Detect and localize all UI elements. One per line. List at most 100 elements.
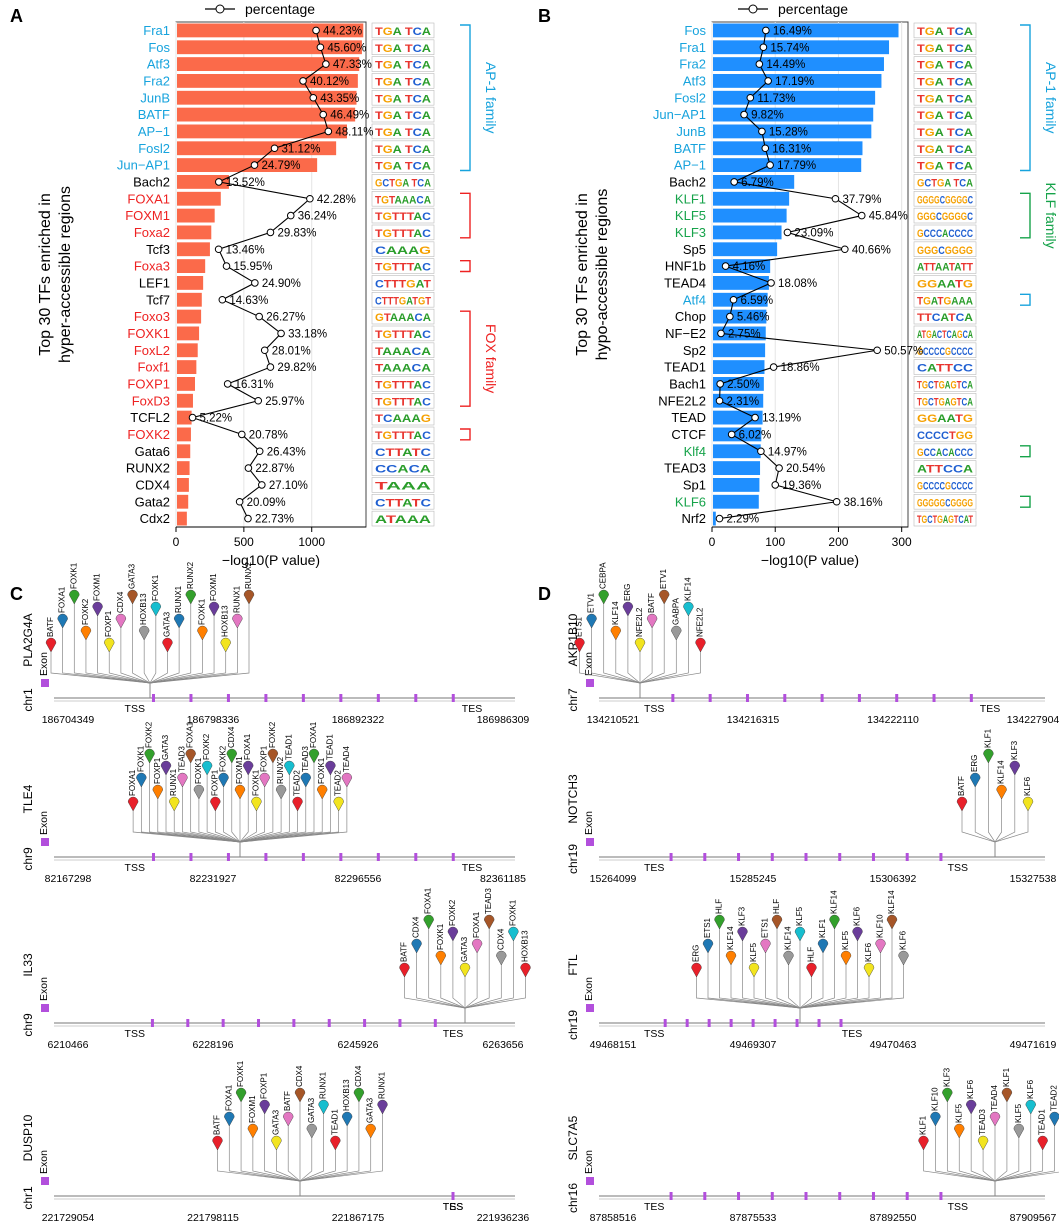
- motif-base: T: [375, 211, 383, 223]
- motif-base: C: [923, 480, 929, 492]
- motif-box: [913, 123, 977, 140]
- pin-label: GATA3: [366, 1097, 375, 1123]
- motif-base: A: [932, 329, 937, 341]
- motif-logo: TGTTTAC: [375, 379, 431, 391]
- motif-base: A: [392, 363, 402, 375]
- motif-base: C: [967, 480, 973, 492]
- motif-logo: TGA TCA: [375, 93, 431, 105]
- pin-label: TEAD3: [301, 746, 310, 772]
- exon-mark: [871, 1192, 875, 1200]
- exon-mark: [226, 694, 230, 702]
- x-axis-title: −log10(P value): [761, 552, 859, 568]
- motif-base: T: [917, 379, 922, 391]
- motif-base: T: [386, 514, 397, 526]
- panel-letter-d: D: [538, 584, 551, 604]
- pin-label: RUNX1: [232, 585, 241, 613]
- pin-label: TEAD1: [284, 734, 293, 760]
- motif-base: A: [935, 26, 944, 38]
- motif-box: [371, 39, 435, 55]
- motif-base: C: [942, 447, 948, 459]
- pin-marker: [1025, 1099, 1036, 1115]
- motif-base: A: [936, 447, 942, 459]
- motif-box: [371, 409, 435, 426]
- pin-marker: [942, 1087, 953, 1103]
- percentage-label: 37.79%: [842, 194, 881, 206]
- chromosome-label: chr19: [566, 1010, 580, 1040]
- motif-box: [913, 157, 977, 173]
- bar: [177, 377, 195, 391]
- motif-base: T: [405, 76, 413, 88]
- motif-base: C: [413, 110, 422, 122]
- percentage-label: 28.01%: [272, 345, 311, 357]
- percentage-point: [729, 295, 738, 304]
- pin-label: CDX4: [295, 1065, 304, 1087]
- x-axis-title: −log10(P value): [222, 552, 320, 568]
- percentage-point: [312, 26, 320, 35]
- motif-base: T: [375, 127, 383, 139]
- pin-stem: [143, 639, 151, 698]
- pin-label: KLF14: [997, 760, 1006, 784]
- motif-base: A: [413, 262, 422, 274]
- percentage-point: [755, 60, 764, 68]
- pin-stem: [264, 1113, 301, 1196]
- pin-label: RUNX2: [244, 561, 253, 589]
- exon-mark: [327, 1019, 331, 1027]
- motif-base: A: [406, 295, 413, 307]
- motif-base: C: [382, 177, 389, 189]
- percentage-label: 20.54%: [786, 463, 825, 475]
- motif-base: C: [956, 346, 962, 358]
- percentage-point: [726, 312, 734, 321]
- pin-stem: [799, 976, 812, 1023]
- motif-base: T: [926, 464, 935, 476]
- pin-label: HOXB13: [521, 930, 530, 962]
- motif-base: C: [937, 329, 942, 341]
- motif-base: C: [948, 228, 954, 240]
- motif-base: A: [935, 60, 944, 72]
- motif-base: G: [382, 211, 391, 223]
- motif-base: G: [962, 194, 968, 206]
- motif-logo: TGA TCA: [375, 26, 431, 38]
- pin-marker: [983, 748, 994, 764]
- motif-base: A: [944, 177, 951, 189]
- motif-base: T: [917, 514, 922, 526]
- motif-base: G: [928, 194, 934, 206]
- legend-marker: [215, 4, 225, 14]
- pin-label: BATF: [46, 617, 55, 637]
- pin-label: TEAD2: [293, 770, 302, 796]
- exon-mark: [838, 1192, 842, 1200]
- pin-stem: [994, 798, 1002, 857]
- motif-base: T: [957, 379, 962, 391]
- motif-base: A: [393, 60, 402, 72]
- motif-base: G: [382, 228, 391, 240]
- motif-base: G: [375, 177, 382, 189]
- motif-logo: TGA TCA: [375, 110, 431, 122]
- x-tick-label: 300: [892, 535, 912, 549]
- motif-base: T: [407, 211, 415, 223]
- exon-mark: [663, 1019, 667, 1027]
- motif-base: C: [941, 430, 949, 442]
- pin-label: ETS1: [575, 616, 584, 637]
- motif-base: T: [924, 312, 932, 324]
- percentage-label: 15.74%: [770, 42, 809, 54]
- motif-base: C: [943, 464, 953, 476]
- motif-base: G: [923, 497, 929, 509]
- motif-base: T: [412, 497, 421, 509]
- motif-base: G: [924, 245, 931, 257]
- category-label: Fos: [684, 23, 706, 38]
- motif-base: G: [395, 177, 402, 189]
- gene-label: AKR1B10: [566, 613, 580, 666]
- bar: [713, 225, 782, 240]
- bar: [177, 175, 229, 189]
- motif-logo: TGTTTAC: [375, 430, 431, 442]
- motif-base: T: [917, 26, 925, 38]
- exon-mark: [857, 694, 861, 702]
- tss-label: TSS: [125, 862, 145, 874]
- percentage-label: 46.49%: [330, 110, 369, 122]
- motif-base: G: [925, 43, 935, 55]
- pin-stem: [696, 976, 801, 1023]
- pin-label: FOXP1: [153, 757, 162, 784]
- exon-mark: [150, 1019, 154, 1027]
- motif-base: C: [927, 514, 932, 526]
- bar: [177, 40, 362, 55]
